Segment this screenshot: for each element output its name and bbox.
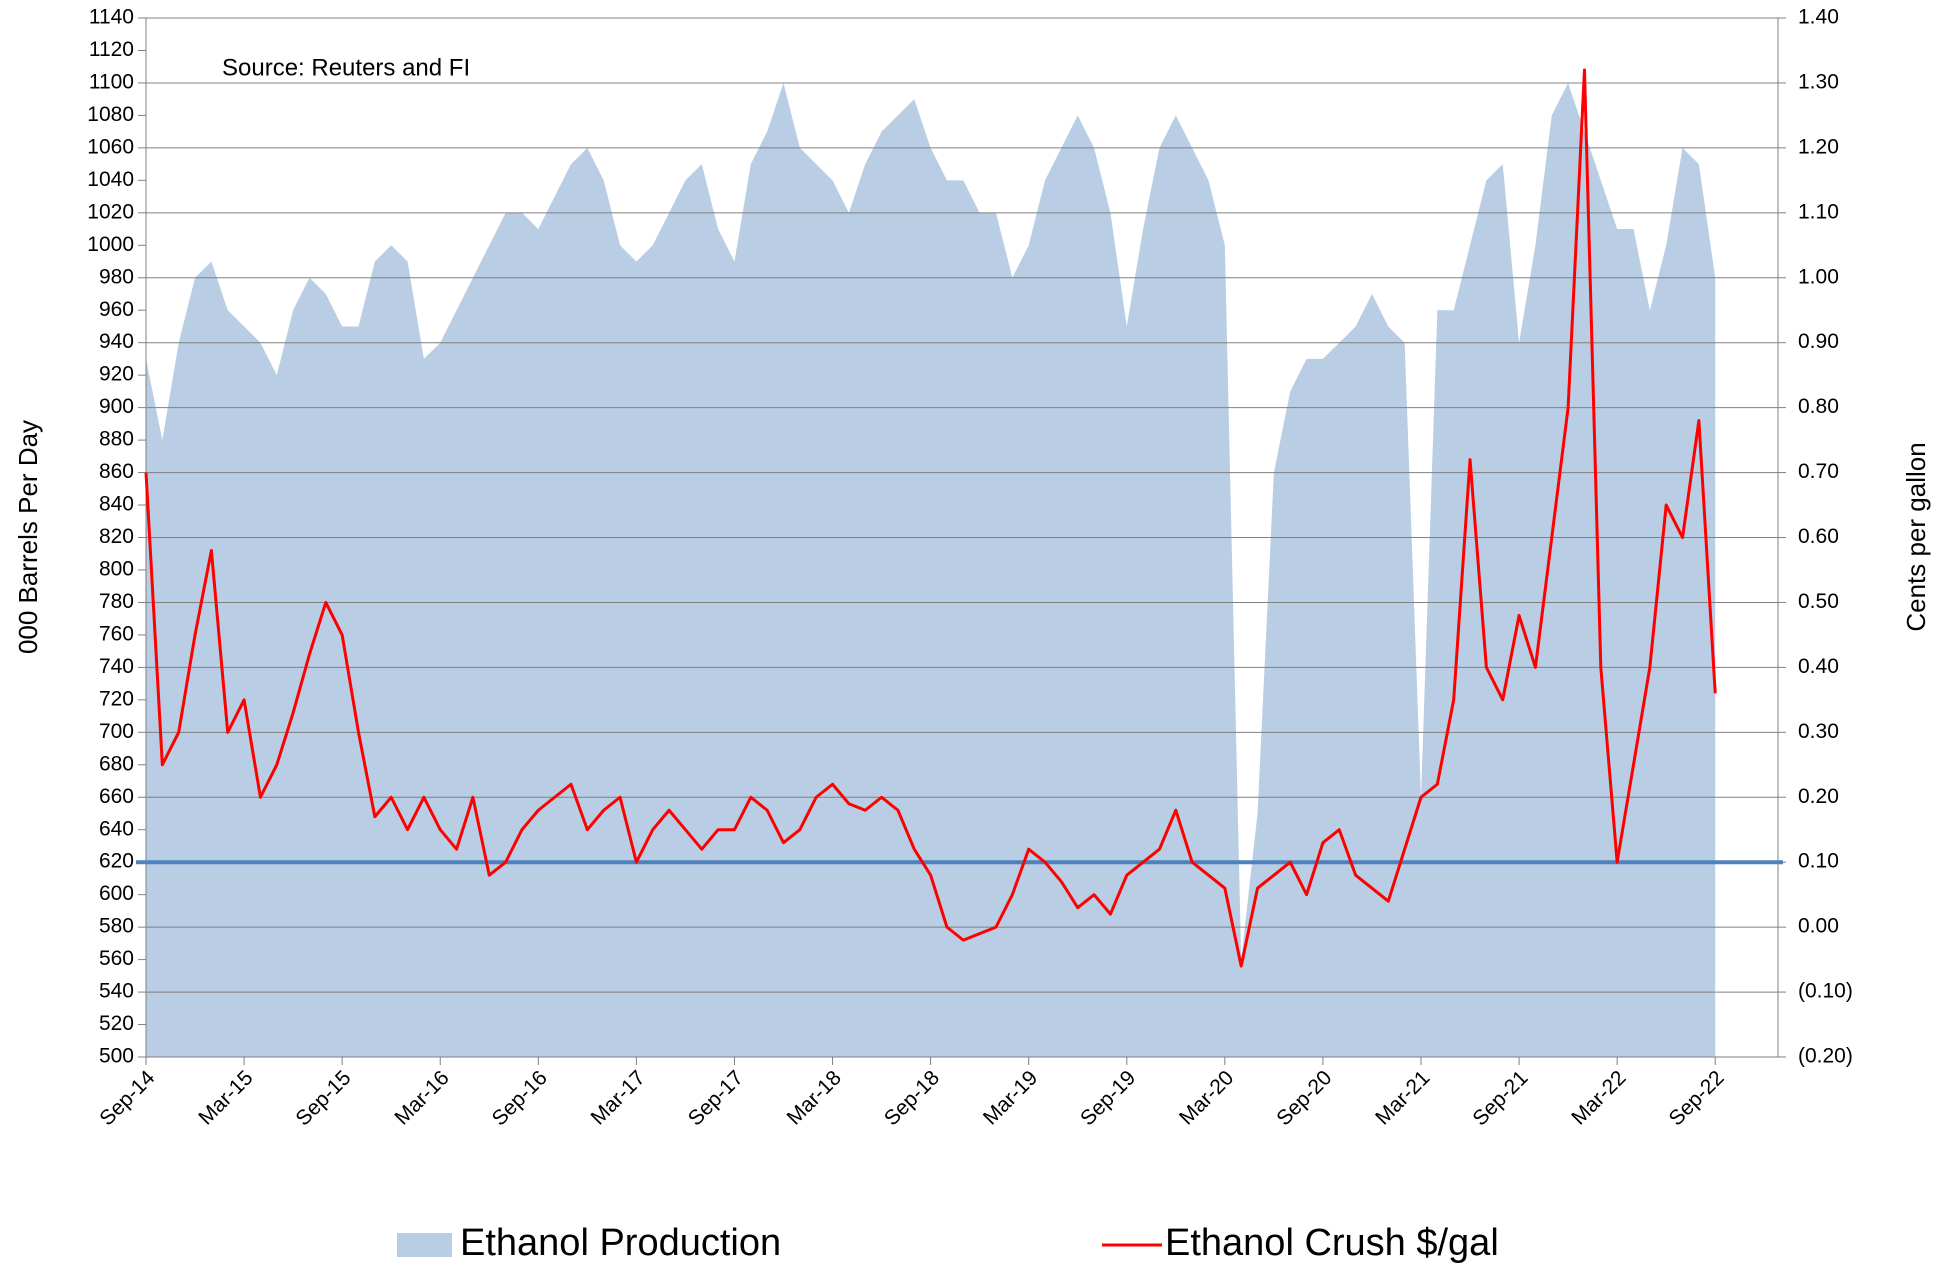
y-tick-label: 1120: [89, 38, 134, 61]
y-tick-label: 720: [99, 687, 134, 710]
y2-tick-label: 0.90: [1798, 330, 1839, 353]
y2-tick-label: 0.00: [1798, 915, 1839, 938]
y2-tick-label: 1.20: [1798, 135, 1839, 158]
y2-tick-label: 1.40: [1798, 6, 1839, 29]
y-tick-label: 600: [99, 882, 134, 905]
y2-tick-label: 1.00: [1798, 265, 1839, 288]
y-tick-label: 680: [99, 752, 134, 775]
y-tick-label: 500: [99, 1045, 134, 1068]
x-tick-label: Sep-20: [1272, 1066, 1336, 1130]
x-tick-label: Sep-19: [1076, 1066, 1140, 1130]
y-tick-label: 940: [99, 330, 134, 353]
y2-tick-label: 1.30: [1798, 70, 1839, 93]
y2-tick-label: 0.40: [1798, 655, 1839, 678]
y-tick-label: 980: [99, 265, 134, 288]
y-tick-label: 580: [99, 915, 134, 938]
x-tick-label: Sep-14: [95, 1066, 159, 1130]
y-tick-label: 1020: [87, 200, 134, 223]
x-tick-label: Sep-17: [684, 1066, 748, 1130]
y-tick-label: 740: [99, 655, 134, 678]
x-tick-label: Mar-16: [390, 1066, 453, 1129]
y2-axis-title: Cents per gallon: [1901, 442, 1931, 631]
x-tick-label: Mar-15: [194, 1066, 257, 1129]
y2-tick-label: (0.20): [1798, 1045, 1853, 1068]
line: [144, 68, 1717, 968]
x-tick-label: Mar-22: [1567, 1066, 1630, 1129]
y-tick-label: 540: [99, 980, 134, 1003]
y-tick-label: 800: [99, 558, 134, 581]
y-tick-label: 1000: [87, 233, 134, 256]
y2-tick-label: 0.10: [1798, 850, 1839, 873]
y-tick-label: 560: [99, 947, 134, 970]
annotation: Source: Reuters and FI: [222, 54, 470, 81]
y-tick-label: 1060: [87, 135, 134, 158]
y-tick-label: 840: [99, 493, 134, 516]
legend-swatch: [397, 1233, 452, 1257]
y-tick-label: 920: [99, 363, 134, 386]
x-tick-label: Mar-18: [783, 1066, 846, 1129]
y-tick-label: 960: [99, 298, 134, 321]
y2-tick-label: 0.20: [1798, 785, 1839, 808]
x-tick-label: Sep-15: [291, 1066, 355, 1130]
y-tick-label: 1140: [89, 6, 134, 29]
x-tick-label: Sep-16: [488, 1066, 552, 1130]
x-tick-label: Sep-22: [1665, 1066, 1729, 1130]
y-tick-label: 760: [99, 622, 134, 645]
y-tick-label: 900: [99, 395, 134, 418]
y-tick-label: 520: [99, 1012, 134, 1035]
x-tick-label: Mar-17: [587, 1066, 650, 1129]
y2-tick-label: 0.30: [1798, 720, 1839, 743]
y-tick-label: 660: [99, 785, 134, 808]
y-tick-label: 860: [99, 460, 134, 483]
y-tick-label: 1100: [89, 70, 134, 93]
y2-tick-label: 1.10: [1798, 200, 1839, 223]
y-tick-label: 1040: [87, 168, 134, 191]
area: [146, 82, 1716, 1057]
y-tick-label: 1080: [87, 103, 134, 126]
y2-tick-label: 0.70: [1798, 460, 1839, 483]
x-tick-label: Sep-21: [1468, 1066, 1532, 1130]
y-axis-title: 000 Barrels Per Day: [13, 420, 43, 654]
legend-label: Ethanol Production: [460, 1222, 781, 1264]
y2-tick-label: 0.80: [1798, 395, 1839, 418]
y-tick-label: 700: [99, 720, 134, 743]
x-tick-label: Mar-19: [979, 1066, 1042, 1129]
y-tick-label: 820: [99, 525, 134, 548]
y2-tick-label: 0.60: [1798, 525, 1839, 548]
y-tick-label: 880: [99, 428, 134, 451]
x-tick-label: Mar-20: [1175, 1066, 1238, 1129]
y-tick-label: 640: [99, 817, 134, 840]
x-tick-label: Sep-18: [880, 1066, 944, 1130]
y-tick-label: 780: [99, 590, 134, 613]
x-tick-label: Mar-21: [1371, 1066, 1434, 1129]
y2-tick-label: (0.10): [1798, 980, 1853, 1003]
y2-tick-label: 0.50: [1798, 590, 1839, 613]
y-tick-label: 620: [99, 850, 134, 873]
legend-label: Ethanol Crush $/gal: [1165, 1222, 1499, 1264]
